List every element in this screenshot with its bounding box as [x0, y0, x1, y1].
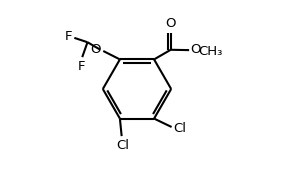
- Text: F: F: [77, 60, 85, 73]
- Text: Cl: Cl: [116, 139, 129, 152]
- Text: O: O: [166, 17, 176, 30]
- Text: CH₃: CH₃: [198, 45, 223, 58]
- Text: O: O: [191, 43, 201, 56]
- Text: O: O: [91, 43, 101, 56]
- Text: Cl: Cl: [173, 122, 186, 135]
- Text: F: F: [65, 30, 73, 43]
